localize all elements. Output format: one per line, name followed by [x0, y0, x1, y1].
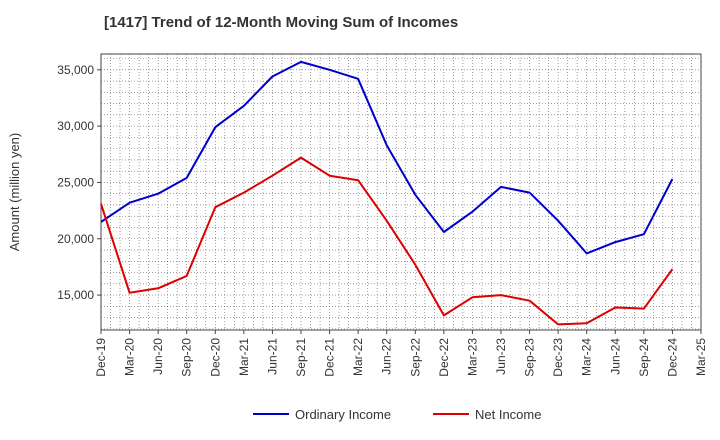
legend-label: Ordinary Income	[295, 407, 391, 422]
x-tick-label: Sep-24	[637, 338, 651, 377]
y-tick-label: 35,000	[57, 63, 94, 77]
grid	[101, 54, 701, 330]
x-tick-label: Dec-19	[94, 338, 108, 377]
x-tick-label: Mar-23	[465, 338, 479, 376]
legend: Ordinary Income Net Income	[253, 407, 541, 422]
x-tick-label: Dec-23	[551, 338, 565, 377]
x-tick-label: Sep-22	[408, 338, 422, 377]
x-tick-label: Jun-21	[265, 338, 279, 375]
x-tick-label: Sep-21	[294, 338, 308, 377]
x-tick-label: Mar-20	[123, 338, 137, 376]
x-tick-label: Jun-22	[380, 338, 394, 375]
x-tick-label: Jun-20	[151, 338, 165, 375]
x-tick-label: Mar-21	[237, 338, 251, 376]
x-tick-label: Mar-24	[580, 338, 594, 376]
legend-label: Net Income	[475, 407, 541, 422]
x-tick-label: Mar-25	[694, 338, 708, 376]
series-group	[100, 60, 674, 326]
y-tick-label: 30,000	[57, 119, 94, 133]
chart-title: [1417] Trend of 12-Month Moving Sum of I…	[104, 14, 459, 31]
y-axis: 15,000 20,000 25,000 30,000 35,000	[57, 63, 101, 302]
plot-area	[100, 53, 702, 331]
y-tick-label: 25,000	[57, 175, 94, 189]
x-tick-label: Dec-24	[665, 338, 679, 377]
x-tick-label: Dec-20	[208, 338, 222, 377]
x-tick-label: Jun-24	[608, 338, 622, 375]
x-tick-label: Dec-22	[437, 338, 451, 377]
x-tick-label: Mar-22	[351, 338, 365, 376]
y-axis-label: Amount (million yen)	[7, 133, 22, 252]
y-tick-label: 15,000	[57, 288, 94, 302]
x-axis: Dec-19 Mar-20 Jun-20 Sep-20 Dec-20 Mar-21 Jun-…	[94, 330, 708, 377]
x-tick-label: Jun-23	[494, 338, 508, 375]
series-line-net-income	[100, 156, 674, 326]
x-tick-label: Dec-21	[323, 338, 337, 377]
x-tick-label: Sep-20	[180, 338, 194, 377]
series-line-ordinary-income	[100, 60, 674, 255]
y-tick-label: 20,000	[57, 232, 94, 246]
x-tick-label: Sep-23	[523, 338, 537, 377]
